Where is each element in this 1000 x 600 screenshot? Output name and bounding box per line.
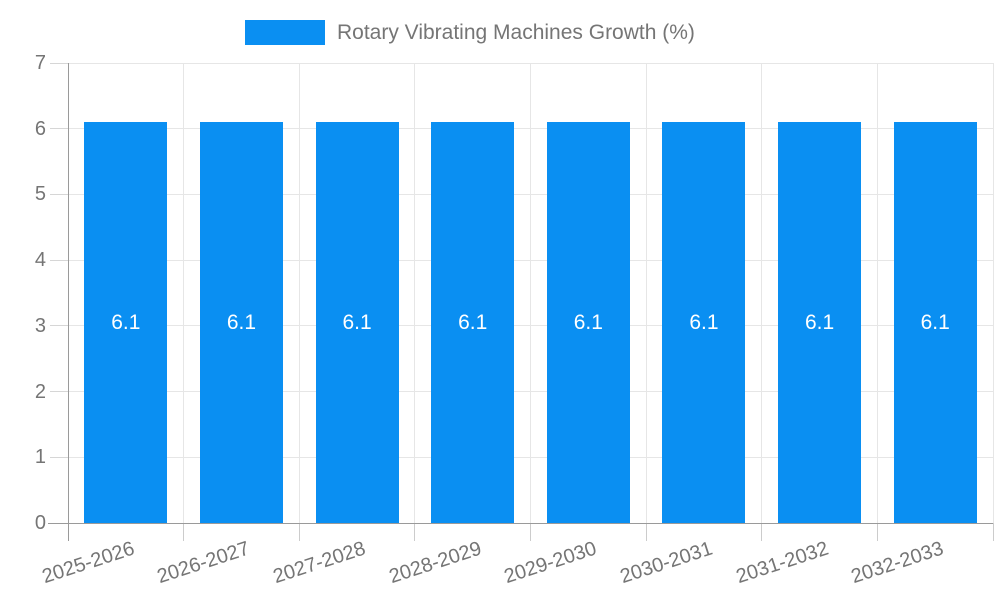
y-tick-mark [50,259,68,261]
bar-value-label: 6.1 [342,310,372,334]
bar[interactable]: 6.1 [893,122,977,523]
bar[interactable]: 6.1 [431,122,515,523]
bar[interactable]: 6.1 [662,122,746,523]
bar[interactable]: 6.1 [778,122,862,523]
bar[interactable]: 6.1 [84,122,168,523]
y-tick-mark [50,391,68,393]
x-gridline [183,63,185,523]
x-tick-mark [761,523,763,541]
bar-value-label: 6.1 [111,310,141,334]
y-axis-tick-label: 4 [34,249,46,272]
y-axis-tick-label: 6 [34,117,46,140]
bar-value-label: 6.1 [689,310,719,334]
legend-label: Rotary Vibrating Machines Growth (%) [337,21,695,44]
y-tick-mark [50,456,68,458]
x-gridline [992,63,994,523]
x-tick-mark [876,523,878,541]
bar-value-label: 6.1 [920,310,950,334]
bar-value-label: 6.1 [226,310,257,334]
bar-value-label: 6.1 [458,310,488,334]
y-tick-mark [50,193,68,195]
y-axis-tick-label: 3 [34,314,46,337]
x-gridline [298,63,300,523]
x-gridline [645,63,647,523]
x-tick-mark [992,523,994,541]
x-gridline [414,63,416,523]
y-axis-tick-label: 5 [34,183,46,206]
legend-swatch [245,20,325,45]
bar-value-label: 6.1 [573,310,603,334]
y-axis-tick-label: 7 [34,52,46,74]
x-gridline [530,63,531,523]
x-tick-mark [298,523,300,541]
legend: Rotary Vibrating Machines Growth (%) [245,20,695,45]
y-tick-mark [50,62,68,64]
bar[interactable]: 6.1 [315,122,399,523]
x-tick-mark [645,523,647,541]
y-tick-mark [50,128,68,130]
x-tick-mark [414,523,416,541]
bar[interactable]: 6.1 [199,122,283,523]
x-tick-mark [530,523,531,541]
y-axis-line [67,63,69,541]
y-tick-mark [50,325,68,327]
x-tick-mark [183,523,185,541]
y-axis-tick-label: 1 [34,446,46,469]
y-axis-tick-label: 2 [34,380,46,403]
y-axis-tick-label: 0 [34,512,46,534]
x-gridline [876,63,878,523]
x-gridline [761,63,763,523]
bar-value-label: 6.1 [804,310,835,334]
x-axis-line [48,522,993,524]
bar[interactable]: 6.1 [546,122,630,523]
